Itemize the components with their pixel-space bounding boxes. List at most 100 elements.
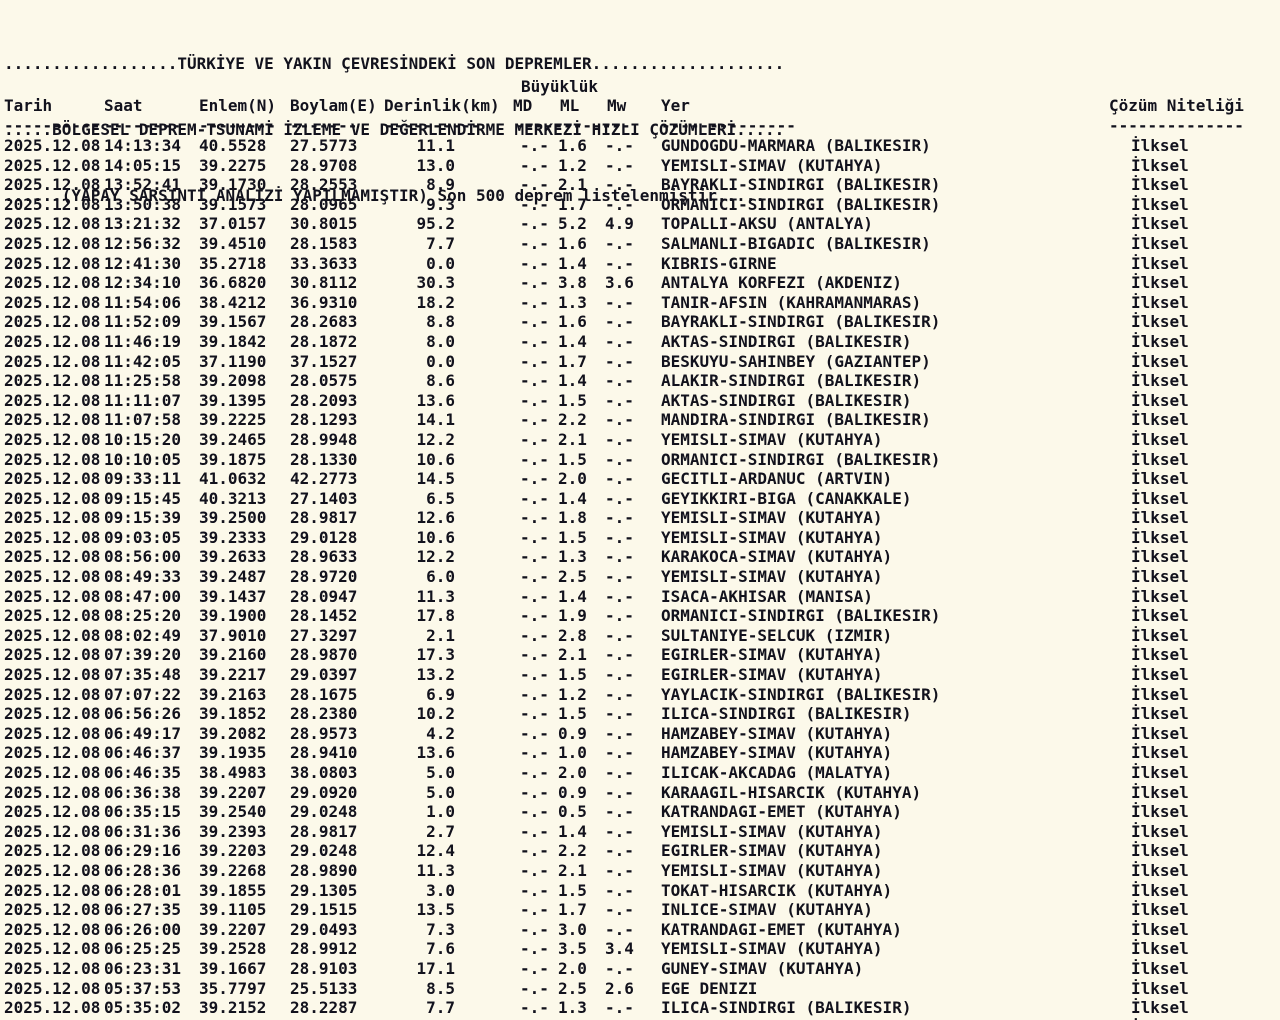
- cell-quality: İlksel: [1131, 958, 1189, 978]
- cell-md: -.-: [520, 214, 549, 234]
- cell-date: 2025.12.08: [4, 900, 101, 920]
- cell-place: ILICA-SINDIRGI (BALIKESIR): [661, 704, 912, 724]
- cell-latitude: 39.4510: [199, 233, 267, 253]
- cell-longitude: 25.5133: [290, 978, 358, 998]
- cell-time: 07:07:22: [104, 684, 182, 704]
- cell-place: YAYLACIK-SINDIRGI (BALIKESIR): [661, 684, 941, 704]
- cell-ml: 1.5: [558, 449, 587, 469]
- cell-longitude: 30.8112: [290, 273, 358, 293]
- cell-date: 2025.12.08: [4, 821, 101, 841]
- cell-quality: İlksel: [1131, 978, 1189, 998]
- cell-depth: 8.8: [426, 312, 455, 332]
- cell-ml: 1.3: [558, 292, 587, 312]
- cell-mw: -.-: [605, 136, 634, 155]
- cell-place: GUNDOGDU-MARMARA (BALIKESIR): [661, 136, 931, 155]
- cell-place: ALAKIR-SINDIRGI (BALIKESIR): [661, 371, 922, 391]
- cell-quality: İlksel: [1131, 684, 1189, 704]
- table-row: 2025.12.08 11:46:19 39.1842 28.1872 8.0 …: [0, 332, 1280, 352]
- cell-latitude: 39.1935: [199, 743, 267, 763]
- cell-date: 2025.12.08: [4, 175, 101, 195]
- cell-place: AKTAS-SINDIRGI (BALIKESIR): [661, 331, 912, 351]
- cell-place: SALMANLI-BIGADIC (BALIKESIR): [661, 233, 931, 253]
- cell-depth: 11.3: [416, 586, 455, 606]
- cell-place: KATRANDAGI-EMET (KUTAHYA): [661, 802, 902, 822]
- cell-mw: -.-: [605, 802, 634, 822]
- cell-md: -.-: [520, 371, 549, 391]
- cell-mw: -.-: [605, 586, 634, 606]
- cell-quality: İlksel: [1131, 704, 1189, 724]
- cell-depth: 5.0: [426, 782, 455, 802]
- cell-date: 2025.12.08: [4, 429, 101, 449]
- cell-date: 2025.12.08: [4, 331, 101, 351]
- cell-time: 11:46:19: [104, 331, 182, 351]
- cell-mw: -.-: [605, 684, 634, 704]
- cell-quality: İlksel: [1131, 782, 1189, 802]
- cell-longitude: 28.9708: [290, 155, 358, 175]
- cell-date: 2025.12.08: [4, 312, 101, 332]
- cell-mw: -.-: [605, 919, 634, 939]
- cell-mw: -.-: [605, 312, 634, 332]
- cell-quality: İlksel: [1131, 488, 1189, 508]
- cell-quality: İlksel: [1131, 390, 1189, 410]
- cell-depth: 2.1: [426, 625, 455, 645]
- cell-ml: 2.0: [558, 763, 587, 782]
- cell-place: ILICA-SINDIRGI (BALIKESIR): [661, 998, 912, 1018]
- cell-date: 2025.12.08: [4, 704, 101, 724]
- cell-depth: 13.2: [416, 665, 455, 685]
- cell-quality: İlksel: [1131, 410, 1189, 430]
- cell-date: 2025.12.08: [4, 351, 101, 371]
- cell-time: 13:21:32: [104, 214, 182, 234]
- cell-time: 06:25:25: [104, 939, 182, 959]
- cell-quality: İlksel: [1131, 606, 1189, 626]
- cell-quality: İlksel: [1131, 841, 1189, 861]
- cell-md: -.-: [520, 900, 549, 920]
- table-row: 2025.12.08 06:56:26 39.1852 28.2380 10.2…: [0, 704, 1280, 724]
- cell-latitude: 37.9010: [199, 625, 267, 645]
- cell-mw: -.-: [605, 371, 634, 391]
- divider-magnitudes: ------------: [515, 116, 631, 135]
- cell-md: -.-: [520, 312, 549, 332]
- cell-place: TANIR-AFSIN (KAHRAMANMARAS): [661, 292, 922, 312]
- cell-ml: 2.1: [558, 860, 587, 880]
- cell-time: 06:49:17: [104, 723, 182, 743]
- cell-md: -.-: [520, 880, 549, 900]
- cell-latitude: 39.2333: [199, 527, 267, 547]
- cell-latitude: 39.1875: [199, 449, 267, 469]
- table-row: 2025.12.08 06:31:36 39.2393 28.9817 2.7 …: [0, 822, 1280, 842]
- table-row: 2025.12.08 13:21:32 37.0157 30.8015 95.2…: [0, 214, 1280, 234]
- cell-md: -.-: [520, 704, 549, 724]
- cell-time: 06:46:37: [104, 743, 182, 763]
- cell-mw: -.-: [605, 351, 634, 371]
- cell-md: -.-: [520, 136, 549, 155]
- cell-place: YEMISLI-SIMAV (KUTAHYA): [661, 429, 883, 449]
- page-header: ..................TÜRKİYE VE YAKIN ÇEVRE…: [4, 9, 784, 251]
- cell-time: 12:34:10: [104, 273, 182, 293]
- cell-longitude: 28.9410: [290, 743, 358, 763]
- cell-depth: 2.7: [426, 821, 455, 841]
- cell-quality: İlksel: [1131, 527, 1189, 547]
- cell-depth: 13.5: [416, 900, 455, 920]
- cell-depth: 11.3: [416, 860, 455, 880]
- cell-ml: 1.4: [558, 821, 587, 841]
- cell-quality: İlksel: [1131, 919, 1189, 939]
- cell-latitude: 39.2500: [199, 508, 267, 528]
- column-header-depth: Derinlik(km): [384, 96, 500, 115]
- cell-md: -.-: [520, 978, 549, 998]
- column-header-longitude: Boylam(E): [290, 96, 377, 115]
- cell-quality: İlksel: [1131, 371, 1189, 391]
- cell-place: HAMZABEY-SIMAV (KUTAHYA): [661, 723, 893, 743]
- cell-quality: İlksel: [1131, 645, 1189, 665]
- cell-longitude: 28.9870: [290, 645, 358, 665]
- cell-quality: İlksel: [1131, 155, 1189, 175]
- cell-depth: 8.0: [426, 331, 455, 351]
- cell-place: GUNEY-SIMAV (KUTAHYA): [661, 958, 864, 978]
- cell-ml: 2.5: [558, 567, 587, 587]
- cell-ml: 0.9: [558, 723, 587, 743]
- cell-ml: 1.7: [558, 194, 587, 214]
- cell-depth: 12.6: [416, 508, 455, 528]
- cell-depth: 14.5: [416, 469, 455, 489]
- cell-md: -.-: [520, 860, 549, 880]
- cell-latitude: 39.2487: [199, 567, 267, 587]
- table-row: 2025.12.08 06:28:36 39.2268 28.9890 11.3…: [0, 861, 1280, 881]
- table-row: 2025.12.08 06:36:38 39.2207 29.0920 5.0 …: [0, 783, 1280, 803]
